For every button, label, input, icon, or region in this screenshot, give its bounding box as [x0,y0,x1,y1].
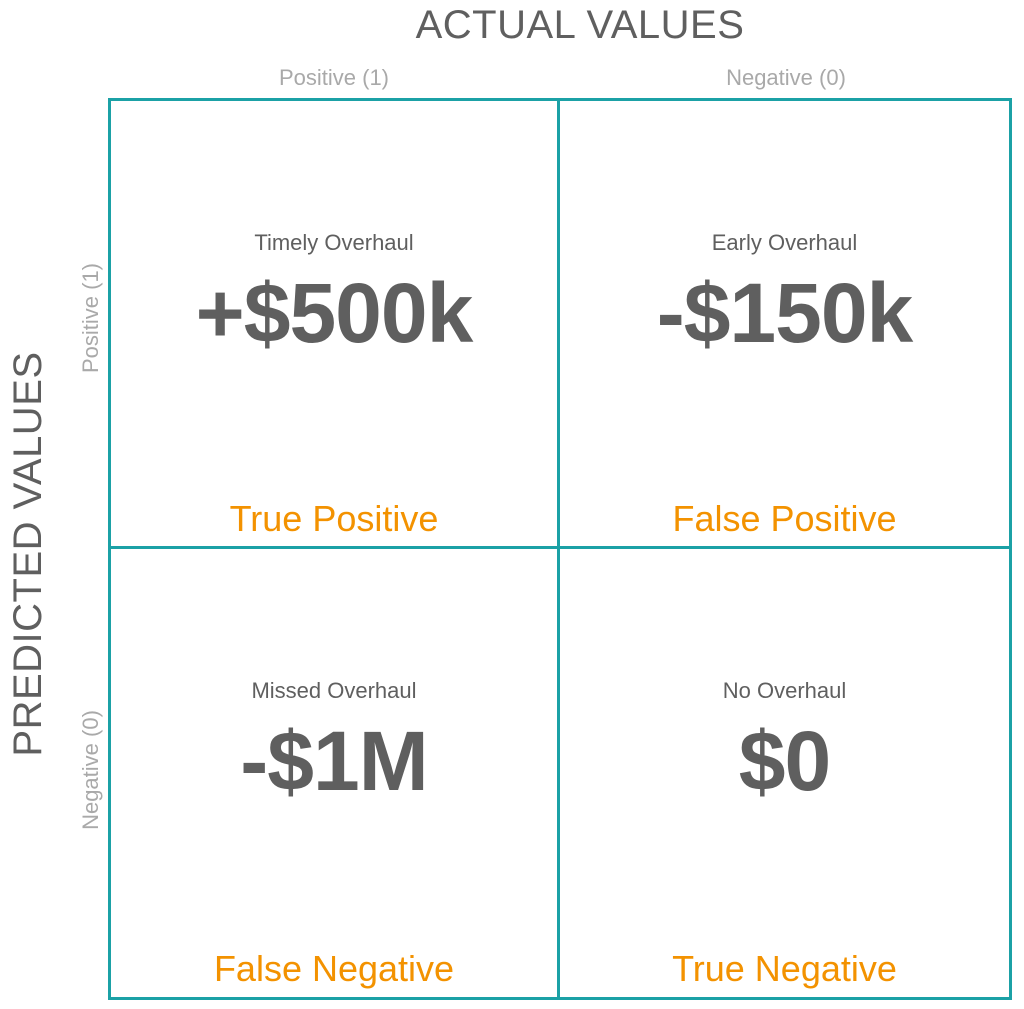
predicted-values-title: PREDICTED VALUES [6,351,50,757]
cell-true-positive: Timely Overhaul +$500k True Positive [111,101,560,549]
cell-class-label: False Negative [213,948,455,989]
predicted-positive-label: Positive (1) [78,262,103,374]
cell-class-label: False Positive [672,498,897,539]
cell-value: -$150k [656,266,914,360]
actual-negative-label: Negative (0) [726,65,846,90]
cell-value: $0 [738,714,831,808]
actual-positive-label: Positive (1) [278,65,390,90]
cell-true-negative: No Overhaul $0 True Negative [560,549,1009,997]
cell-scenario: Timely Overhaul [254,230,414,255]
cell-scenario: Missed Overhaul [251,678,417,703]
predicted-negative-label: Negative (0) [78,710,103,830]
confusion-matrix: Timely Overhaul +$500k True Positive Ear… [108,98,1012,1000]
actual-values-title: ACTUAL VALUES [415,3,745,47]
cell-value: -$1M [240,714,428,808]
cell-class-label: True Negative [672,948,897,989]
cell-scenario: Early Overhaul [711,230,858,255]
cell-scenario: No Overhaul [722,678,847,703]
cell-false-negative: Missed Overhaul -$1M False Negative [111,549,560,997]
cell-value: +$500k [195,266,474,360]
cell-false-positive: Early Overhaul -$150k False Positive [560,101,1009,549]
cell-class-label: True Positive [229,498,439,539]
